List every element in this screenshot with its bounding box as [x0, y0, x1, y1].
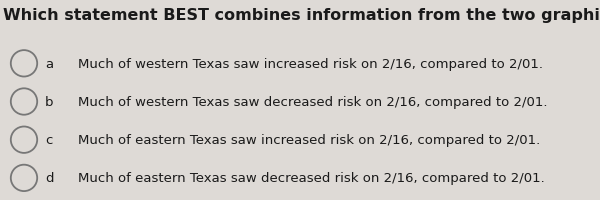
Text: b: b: [45, 96, 53, 108]
Text: d: d: [45, 172, 53, 184]
Text: c: c: [45, 134, 52, 146]
Text: Much of eastern Texas saw increased risk on 2/16, compared to 2/01.: Much of eastern Texas saw increased risk…: [78, 134, 540, 146]
Text: Much of western Texas saw decreased risk on 2/16, compared to 2/01.: Much of western Texas saw decreased risk…: [78, 96, 548, 108]
Text: Much of eastern Texas saw decreased risk on 2/16, compared to 2/01.: Much of eastern Texas saw decreased risk…: [78, 172, 545, 184]
Text: a: a: [45, 58, 53, 70]
Text: Which statement BEST combines information from the two graphics: Which statement BEST combines informatio…: [3, 8, 600, 23]
Text: Much of western Texas saw increased risk on 2/16, compared to 2/01.: Much of western Texas saw increased risk…: [78, 58, 543, 70]
